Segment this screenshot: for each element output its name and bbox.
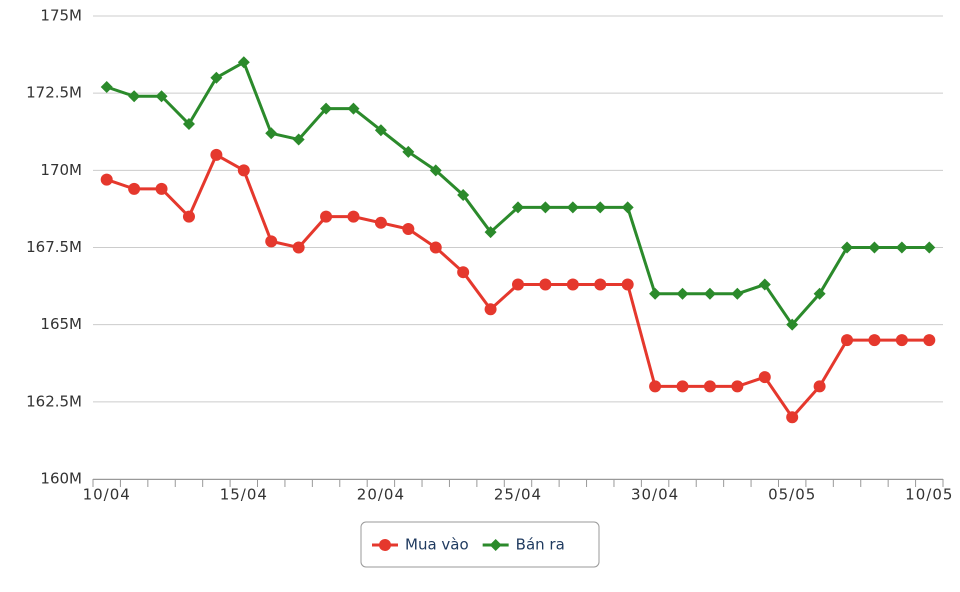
data-point	[731, 287, 744, 300]
data-point	[237, 56, 250, 69]
data-point	[512, 201, 524, 214]
x-tick-label: 20/04	[357, 486, 405, 504]
data-point	[402, 222, 415, 235]
data-point	[484, 226, 497, 239]
data-point	[128, 90, 141, 103]
y-tick-label: 162.5M	[26, 392, 82, 410]
data-point	[566, 201, 579, 214]
data-point	[402, 145, 415, 158]
data-point	[868, 241, 881, 254]
data-point	[758, 371, 771, 384]
data-point	[155, 182, 168, 195]
data-point	[457, 266, 470, 279]
legend-box	[360, 521, 600, 568]
data-point	[841, 241, 854, 254]
data-point	[484, 303, 497, 316]
data-point	[621, 201, 634, 214]
data-point	[128, 182, 141, 195]
data-point	[292, 241, 305, 254]
data-point	[868, 334, 881, 347]
data-point	[731, 380, 744, 393]
data-point	[923, 334, 936, 347]
x-tick-label: 10/05	[905, 486, 953, 504]
data-point	[374, 216, 387, 229]
legend-label: Bán ra	[516, 536, 565, 554]
data-point	[676, 287, 689, 300]
data-point	[895, 241, 908, 254]
data-point	[841, 334, 854, 347]
legend-marker	[379, 539, 391, 551]
y-tick-label: 172.5M	[26, 84, 82, 102]
legend-label: Mua vào	[405, 536, 469, 554]
data-point	[210, 71, 223, 84]
data-point	[594, 201, 607, 214]
data-point	[320, 102, 333, 115]
data-point	[429, 241, 442, 254]
y-tick-label: 160M	[40, 470, 82, 488]
data-point	[265, 127, 278, 140]
data-point	[155, 90, 168, 103]
x-tick-label: 10/04	[83, 486, 131, 504]
x-tick-label: 30/04	[631, 486, 679, 504]
data-point	[374, 124, 387, 137]
data-point	[813, 287, 826, 300]
data-point	[347, 102, 360, 115]
data-point	[100, 80, 113, 93]
data-point	[292, 133, 305, 146]
data-point	[649, 287, 662, 300]
data-point	[621, 278, 634, 291]
x-tick-label: 05/05	[768, 486, 816, 504]
data-point	[210, 148, 223, 161]
x-tick-label: 25/04	[494, 486, 542, 504]
x-tick-label: 15/04	[220, 486, 268, 504]
data-point	[182, 210, 195, 223]
data-point	[703, 287, 716, 300]
y-tick-label: 175M	[40, 7, 82, 25]
data-point	[649, 380, 662, 393]
data-point	[786, 411, 799, 424]
legend-marker	[489, 539, 502, 551]
data-point	[265, 235, 278, 248]
data-point	[566, 278, 579, 291]
data-point	[347, 210, 360, 223]
data-point	[457, 189, 470, 202]
data-point	[512, 278, 524, 291]
data-point	[182, 118, 195, 131]
data-point	[594, 278, 607, 291]
data-point	[429, 164, 442, 177]
data-point	[786, 318, 799, 331]
data-point	[703, 380, 716, 393]
data-point	[813, 380, 826, 393]
data-point	[539, 278, 552, 291]
data-point	[758, 278, 771, 291]
data-point	[923, 241, 936, 254]
data-point	[100, 173, 113, 186]
data-point	[895, 334, 908, 347]
data-point	[539, 201, 552, 214]
data-point	[320, 210, 333, 223]
y-tick-label: 170M	[40, 161, 82, 179]
data-point	[237, 164, 250, 177]
y-tick-label: 167.5M	[26, 238, 82, 256]
data-point	[676, 380, 689, 393]
y-tick-label: 165M	[40, 315, 82, 333]
